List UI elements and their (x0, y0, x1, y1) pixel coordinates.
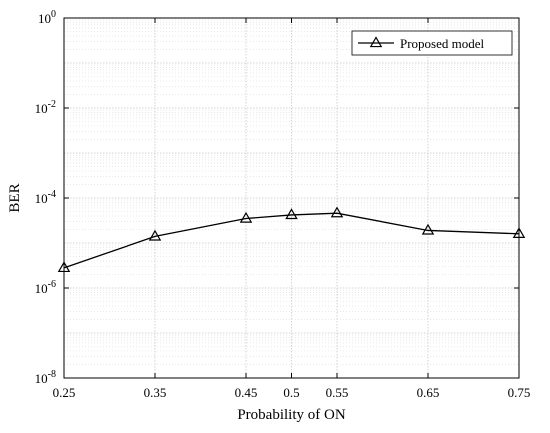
x-tick-label: 0.55 (326, 385, 349, 400)
y-tick-label: 10-4 (35, 189, 56, 206)
x-axis-label: Probability of ON (237, 407, 345, 423)
data-point-marker (421, 223, 435, 235)
y-tick-label: 10-6 (35, 279, 56, 296)
y-axis-label: BER (7, 183, 23, 212)
y-tick-label: 10-2 (35, 99, 56, 116)
series-layer (57, 206, 526, 273)
data-point-marker (330, 206, 344, 218)
data-point-marker (239, 211, 253, 223)
x-tick-label: 0.65 (417, 385, 440, 400)
legend-label: Proposed model (400, 36, 485, 51)
x-tick-label: 0.35 (144, 385, 167, 400)
data-point-marker (285, 208, 298, 220)
legend-triangle-marker (369, 36, 383, 48)
y-tick-label: 100 (38, 9, 56, 26)
x-tick-label: 0.25 (53, 385, 76, 400)
grid (63, 17, 520, 379)
legend: Proposed model (351, 30, 513, 56)
data-point-marker (148, 229, 162, 241)
x-tick-label: 0.45 (235, 385, 258, 400)
x-tick-label: 0.5 (283, 385, 299, 400)
x-tick-label: 0.75 (508, 385, 531, 400)
series-line (63, 212, 520, 269)
y-tick-label: 10-8 (35, 369, 56, 386)
